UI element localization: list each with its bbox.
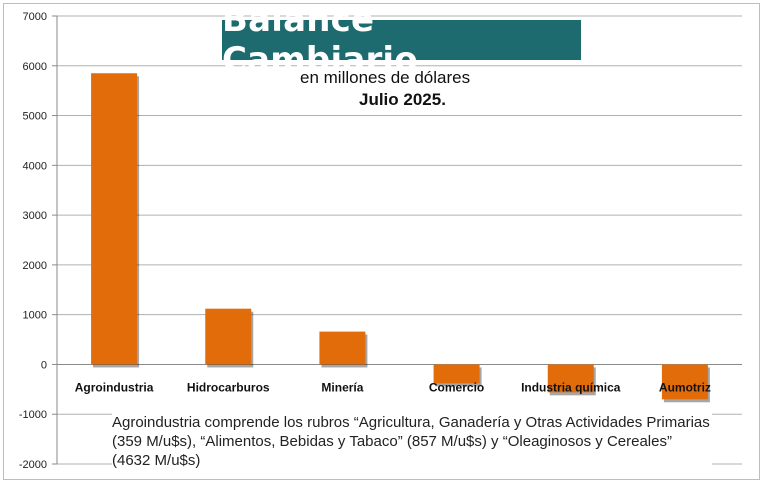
y-tick-label: 2000 [23,260,47,272]
x-category-label: Hidrocarburos [187,380,270,394]
chart-subtitle: en millones de dólares [300,68,471,87]
x-category-label: Comercio [429,380,484,394]
x-category-label: Minería [321,380,363,394]
chart-title: Balance Cambiario [222,0,581,80]
y-tick-label: 7000 [23,11,47,23]
y-tick-label: 3000 [23,210,47,222]
y-tick-label: 6000 [23,61,47,73]
y-tick-label: -1000 [19,409,47,421]
y-tick-label: -2000 [19,459,47,471]
y-axis-ticks: -2000 -1000 0 1000 2000 3000 4000 5000 6000 7000 [19,11,57,471]
bar [319,331,366,365]
bars [91,73,710,403]
bar [547,364,594,393]
chart-period: Julio 2025. [359,90,446,109]
y-tick-label: 5000 [23,111,47,123]
x-axis-labels: Agroindustria Hidrocarburos Minería Comerci… [75,380,711,394]
y-tick-label: 4000 [23,160,47,172]
bar [91,73,138,365]
bar [661,364,708,400]
bar [205,308,252,365]
x-category-label: Industria química [521,380,621,394]
x-category-label: Aumotriz [659,380,711,394]
y-tick-label: 1000 [23,310,47,322]
bar [433,364,480,384]
y-tick-label: 0 [41,359,47,371]
x-category-label: Agroindustria [75,380,154,394]
chart-footnote: Agroindustria comprende los rubros “Agri… [112,413,712,470]
